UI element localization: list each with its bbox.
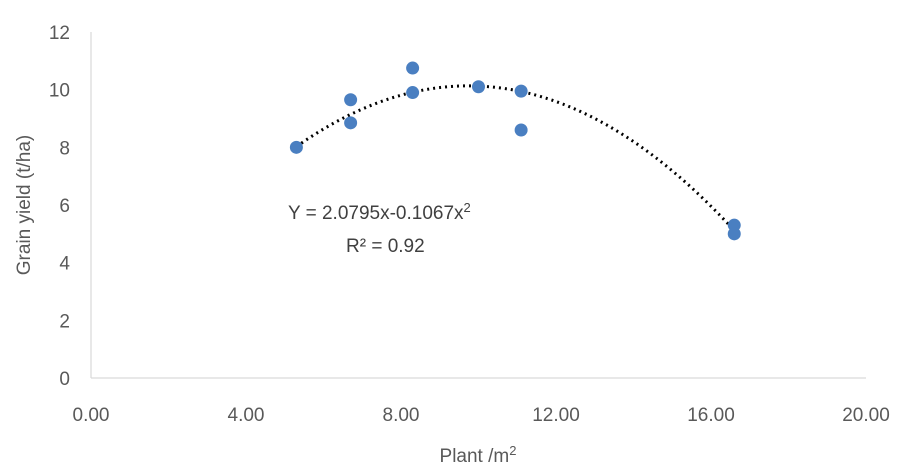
x-tick-labels: 0.00 4.00 8.00 12.00 16.00 20.00 [73,405,890,426]
x-tick-label: 4.00 [228,405,265,426]
x-tick-label: 20.00 [842,405,890,426]
data-point [406,86,420,100]
data-point [344,93,358,107]
y-tick-label: 10 [49,81,70,102]
y-tick-label: 2 [59,311,70,332]
y-tick-labels: 0 2 4 6 8 10 12 [49,23,71,390]
y-tick-label: 12 [49,23,70,44]
trendline [295,84,736,232]
data-point [344,116,358,130]
data-point [514,123,528,137]
data-point [472,80,485,94]
data-point [289,140,303,154]
data-points [289,61,741,241]
x-tick-label: 0.00 [73,405,110,426]
y-tick-label: 8 [59,138,70,159]
data-point [727,227,741,241]
y-tick-label: 0 [59,369,70,390]
x-axis-title: Plant /m2 [440,443,517,467]
x-tick-label: 12.00 [532,405,580,426]
r-squared-label: R² = 0.92 [346,236,425,257]
axes [90,32,866,379]
y-axis-title: Grain yield (t/ha) [14,135,35,275]
data-point [514,84,528,98]
y-tick-label: 4 [59,254,70,275]
x-tick-label: 16.00 [687,405,735,426]
data-point [406,61,420,75]
x-tick-label: 8.00 [383,405,420,426]
trendline-equation: Y = 2.0795x-0.1067x2 [288,200,471,224]
y-tick-label: 6 [59,196,70,217]
